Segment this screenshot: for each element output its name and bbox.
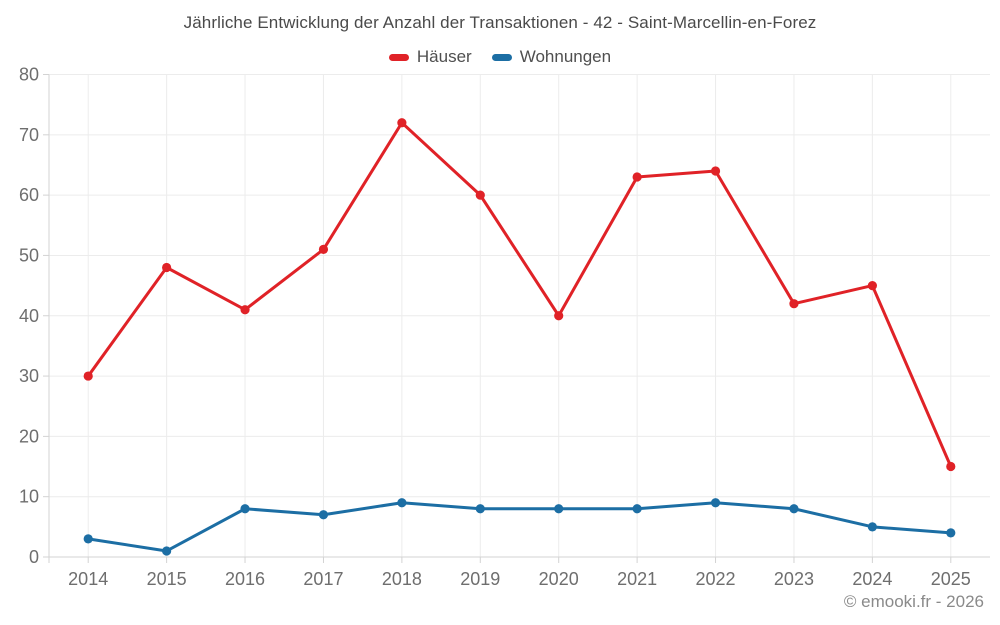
y-axis-label: 40 (19, 306, 39, 326)
y-axis-label: 50 (19, 245, 39, 265)
y-axis-label: 0 (29, 547, 39, 567)
chart-title: Jährliche Entwicklung der Anzahl der Tra… (183, 13, 817, 32)
x-axis-label: 2018 (382, 569, 422, 589)
copyright-footer: © emooki.fr - 2026 (843, 592, 984, 611)
data-point-haeuser-2024[interactable] (867, 280, 877, 291)
data-point-haeuser-2023[interactable] (789, 299, 799, 309)
x-axis-label: 2019 (460, 569, 500, 589)
legend-label-haeuser: Häuser (416, 47, 472, 66)
x-axis-label: 2016 (225, 569, 265, 589)
x-axis-label: 2015 (147, 569, 187, 589)
data-point-wohnungen-2017[interactable] (318, 510, 329, 520)
data-point-haeuser-2021[interactable] (632, 172, 642, 182)
data-point-wohnungen-2025[interactable] (946, 528, 956, 538)
data-point-haeuser-2016[interactable] (240, 305, 250, 315)
x-axis-label: 2023 (774, 569, 814, 589)
data-point-wohnungen-2016[interactable] (240, 504, 250, 514)
data-point-haeuser-2015[interactable] (162, 262, 172, 273)
chart-legend: Häuser Wohnungen (0, 47, 1000, 67)
data-point-haeuser-2022[interactable] (710, 166, 721, 176)
y-axis-label: 80 (19, 65, 39, 85)
legend-item-wohnungen[interactable]: Wohnungen (491, 47, 612, 67)
data-point-haeuser-2014[interactable] (83, 371, 93, 381)
legend-label-wohnungen: Wohnungen (519, 47, 612, 66)
y-axis-label: 60 (19, 185, 39, 205)
data-point-haeuser-2025[interactable] (946, 461, 956, 472)
data-point-wohnungen-2024[interactable] (867, 522, 877, 532)
y-axis-label: 30 (19, 366, 39, 386)
data-point-wohnungen-2015[interactable] (162, 546, 172, 556)
data-point-wohnungen-2019[interactable] (475, 504, 485, 514)
data-point-wohnungen-2018[interactable] (397, 498, 407, 508)
x-axis-label: 2017 (303, 569, 343, 589)
haeuser-series-swatch-icon (388, 53, 409, 61)
data-point-haeuser-2017[interactable] (318, 244, 329, 255)
x-axis-label: 2025 (931, 569, 971, 589)
x-axis-label: 2024 (852, 569, 892, 589)
data-point-haeuser-2018[interactable] (397, 118, 407, 128)
y-axis-label: 20 (19, 426, 39, 446)
y-axis-label: 10 (19, 487, 39, 507)
x-axis-label: 2021 (617, 569, 657, 589)
y-axis-label: 70 (19, 125, 39, 145)
haeuser-line (86, 121, 953, 469)
data-point-haeuser-2020[interactable] (554, 311, 564, 321)
x-axis-label: 2020 (539, 569, 579, 589)
x-axis-label: 2014 (68, 569, 108, 589)
data-point-wohnungen-2023[interactable] (789, 504, 799, 514)
data-point-wohnungen-2014[interactable] (83, 534, 93, 544)
x-axis-label: 2022 (696, 569, 736, 589)
data-point-wohnungen-2021[interactable] (632, 504, 642, 514)
wohnungen-series-swatch-icon (491, 53, 512, 61)
data-point-wohnungen-2022[interactable] (710, 498, 721, 508)
data-point-wohnungen-2020[interactable] (554, 504, 564, 514)
wohnungen-line (86, 501, 953, 553)
data-point-haeuser-2019[interactable] (475, 190, 485, 200)
legend-item-haeuser[interactable]: Häuser (388, 47, 472, 67)
